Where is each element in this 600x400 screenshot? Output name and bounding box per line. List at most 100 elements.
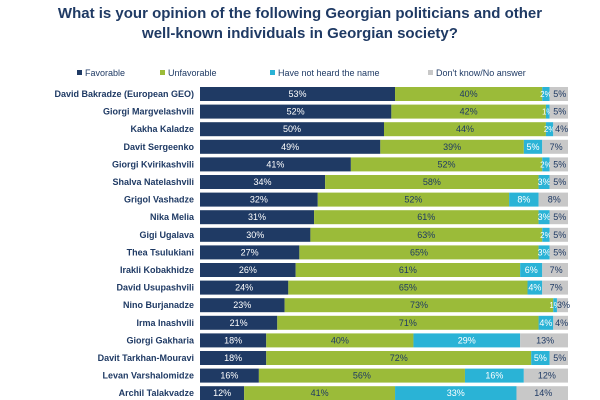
category-label-irma-inashvili: Irma Inashvili	[136, 318, 194, 328]
data-label-giorgi-margvelashvili-unfavorable: 42%	[460, 107, 478, 117]
bar-david-usupashvili-unfavorable	[288, 280, 528, 295]
data-label-giorgi-kvirikashvili-favorable: 41%	[266, 159, 284, 169]
bar-nino-burjanadze-favorable	[200, 298, 285, 313]
category-label-giorgi-kvirikashvili: Giorgi Kvirikashvili	[112, 159, 194, 169]
category-label-thea-tsulukiani: Thea Tsulukiani	[127, 247, 194, 257]
data-label-thea-tsulukiani-have-not-heard-the-name: 3%	[538, 247, 551, 257]
data-label-davit-tarkhan-mouravi-unfavorable: 72%	[390, 353, 408, 363]
bar-irma-inashvili-don-t-know-no-answer	[553, 315, 568, 330]
bar-davit-tarkhan-mouravi-don-t-know-no-answer	[549, 351, 568, 365]
data-label-nino-burjanadze-don-t-know-no-answer: 3%	[557, 300, 570, 310]
bar-david-bakradze-european-geo-favorable	[200, 87, 396, 101]
category-label-nino-burjanadze: Nino Burjanadze	[123, 300, 194, 310]
data-label-david-usupashvili-have-not-heard-the-name: 4%	[528, 283, 541, 293]
data-label-nino-burjanadze-unfavorable: 73%	[410, 300, 428, 310]
bar-kakha-kaladze-don-t-know-no-answer	[553, 122, 568, 137]
category-label-nika-melia: Nika Melia	[150, 212, 195, 222]
bar-irma-inashvili-unfavorable	[277, 315, 539, 330]
data-label-archil-talakvadze-don-t-know-no-answer: 14%	[534, 388, 552, 398]
data-label-levan-varshalomidze-have-not-heard-the-name: 16%	[485, 371, 503, 381]
bar-grigol-vashadze-have-not-heard-the-name	[509, 192, 539, 207]
bar-shalva-natelashvili-have-not-heard-the-name	[538, 175, 550, 189]
category-label-giorgi-margvelashvili: Giorgi Margvelashvili	[103, 107, 194, 117]
category-label-david-bakradze-european-geo: David Bakradze (European GEO)	[54, 89, 194, 99]
data-label-giorgi-gakharia-have-not-heard-the-name: 29%	[458, 335, 476, 345]
bar-giorgi-gakharia-unfavorable	[266, 333, 414, 348]
bar-thea-tsulukiani-have-not-heard-the-name	[538, 245, 550, 260]
bar-grigol-vashadze-favorable	[200, 192, 318, 207]
legend-item-dont-know: Don't know/No answer	[428, 67, 526, 79]
data-label-davit-sergeenko-have-not-heard-the-name: 5%	[527, 142, 540, 152]
data-label-nika-melia-don-t-know-no-answer: 5%	[553, 212, 566, 222]
data-label-gigi-ugalava-have-not-heard-the-name: 2%	[540, 231, 552, 240]
data-label-thea-tsulukiani-favorable: 27%	[241, 247, 259, 257]
bar-nino-burjanadze-unfavorable	[284, 298, 554, 313]
data-label-gigi-ugalava-unfavorable: 63%	[417, 230, 435, 240]
data-label-giorgi-kvirikashvili-unfavorable: 52%	[438, 159, 456, 169]
bar-archil-talakvadze-have-not-heard-the-name	[395, 386, 517, 400]
data-label-nika-melia-unfavorable: 61%	[417, 212, 435, 222]
category-label-gigi-ugalava: Gigi Ugalava	[139, 230, 195, 240]
legend-item-favorable: Favorable	[77, 67, 125, 79]
category-label-davit-tarkhan-mouravi: Davit Tarkhan-Mouravi	[98, 353, 194, 363]
data-label-giorgi-gakharia-unfavorable: 40%	[331, 335, 349, 345]
data-label-archil-talakvadze-favorable: 12%	[213, 388, 231, 398]
bar-giorgi-gakharia-favorable	[200, 333, 267, 348]
bar-thea-tsulukiani-favorable	[200, 245, 300, 260]
data-label-davit-sergeenko-favorable: 49%	[281, 142, 299, 152]
data-label-irakli-kobakhidze-don-t-know-no-answer: 7%	[550, 265, 563, 275]
data-label-kakha-kaladze-have-not-heard-the-name: 2%	[544, 125, 556, 134]
bar-gigi-ugalava-have-not-heard-the-name	[542, 227, 550, 242]
data-label-gigi-ugalava-don-t-know-no-answer: 5%	[553, 230, 566, 240]
category-label-irakli-kobakhidze: Irakli Kobakhidze	[120, 265, 194, 275]
bar-david-bakradze-european-geo-have-not-heard-the-name	[542, 87, 550, 101]
category-label-shalva-natelashvili: Shalva Natelashvili	[112, 177, 194, 187]
category-label-kakha-kaladze: Kakha Kaladze	[130, 124, 194, 134]
data-label-nino-burjanadze-have-not-heard-the-name: 1%	[549, 301, 561, 310]
bar-davit-sergeenko-unfavorable	[380, 139, 524, 154]
category-label-grigol-vashadze: Grigol Vashadze	[124, 195, 194, 205]
data-label-kakha-kaladze-don-t-know-no-answer: 4%	[555, 124, 568, 134]
bar-david-usupashvili-don-t-know-no-answer	[542, 280, 568, 295]
bar-archil-talakvadze-don-t-know-no-answer	[516, 386, 568, 400]
category-label-david-usupashvili: David Usupashvili	[116, 283, 194, 293]
bar-thea-tsulukiani-don-t-know-no-answer	[549, 245, 568, 260]
data-label-giorgi-gakharia-don-t-know-no-answer: 13%	[536, 335, 554, 345]
bar-david-bakradze-european-geo-don-t-know-no-answer	[549, 87, 568, 101]
chart-title-line-2: well-known individuals in Georgian socie…	[142, 25, 458, 42]
data-label-kakha-kaladze-unfavorable: 44%	[456, 124, 474, 134]
data-label-irma-inashvili-have-not-heard-the-name: 4%	[539, 318, 552, 328]
data-label-davit-sergeenko-unfavorable: 39%	[443, 142, 461, 152]
bar-levan-varshalomidze-favorable	[200, 368, 259, 383]
bar-davit-sergeenko-have-not-heard-the-name	[523, 139, 543, 154]
bar-grigol-vashadze-don-t-know-no-answer	[538, 192, 568, 207]
bar-nino-burjanadze-have-not-heard-the-name	[553, 298, 557, 313]
data-label-davit-tarkhan-mouravi-don-t-know-no-answer: 5%	[553, 353, 566, 363]
data-label-irma-inashvili-unfavorable: 71%	[399, 318, 417, 328]
bar-giorgi-margvelashvili-favorable	[200, 104, 392, 119]
category-label-levan-varshalomidze: Levan Varshalomidze	[102, 371, 194, 381]
data-label-shalva-natelashvili-have-not-heard-the-name: 3%	[538, 177, 551, 187]
data-label-shalva-natelashvili-favorable: 34%	[254, 177, 272, 187]
data-label-nino-burjanadze-favorable: 23%	[233, 300, 251, 310]
bar-david-bakradze-european-geo-unfavorable	[395, 87, 543, 101]
legend-label-favorable: Favorable	[85, 68, 126, 78]
data-label-irma-inashvili-favorable: 21%	[230, 318, 248, 328]
data-label-david-bakradze-european-geo-favorable: 53%	[289, 89, 307, 99]
bar-shalva-natelashvili-unfavorable	[325, 175, 539, 189]
data-label-grigol-vashadze-have-not-heard-the-name: 8%	[517, 195, 530, 205]
data-label-giorgi-margvelashvili-don-t-know-no-answer: 5%	[553, 107, 566, 117]
data-label-archil-talakvadze-have-not-heard-the-name: 33%	[447, 388, 465, 398]
data-label-giorgi-gakharia-favorable: 18%	[224, 335, 242, 345]
bar-nika-melia-have-not-heard-the-name	[538, 210, 550, 225]
data-label-archil-talakvadze-unfavorable: 41%	[311, 388, 329, 398]
bar-giorgi-margvelashvili-unfavorable	[391, 104, 546, 119]
data-label-shalva-natelashvili-unfavorable: 58%	[423, 177, 441, 187]
bar-kakha-kaladze-favorable	[200, 122, 384, 137]
data-label-kakha-kaladze-favorable: 50%	[283, 124, 301, 134]
bar-archil-talakvadze-unfavorable	[244, 386, 396, 400]
bar-irakli-kobakhidze-don-t-know-no-answer	[542, 263, 568, 277]
bar-irma-inashvili-have-not-heard-the-name	[538, 315, 554, 330]
data-label-davit-tarkhan-mouravi-favorable: 18%	[224, 353, 242, 363]
legend-label-dont-know: Don't know/No answer	[436, 68, 526, 78]
